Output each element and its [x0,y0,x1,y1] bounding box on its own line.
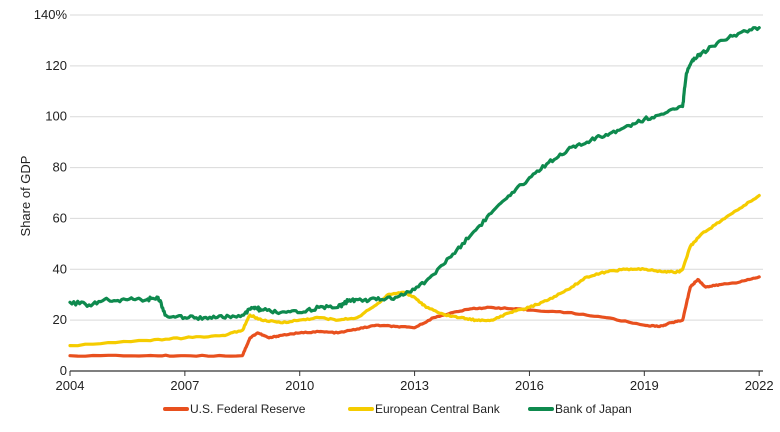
series-line-european-central-bank [68,193,761,348]
y-tick-labels: 0 20 40 60 80 100 120 140% [34,7,68,378]
series-line-bank-of-japan [68,26,761,321]
y-tick-label: 20 [53,312,67,327]
x-tick-label: 2007 [170,378,199,393]
x-tick-label: 2010 [285,378,314,393]
series-line-u-s-federal-reserve [68,275,761,358]
x-tick-label: 2019 [630,378,659,393]
legend: U.S. Federal Reserve European Central Ban… [163,402,632,416]
x-tick-label: 2013 [400,378,429,393]
legend-label: European Central Bank [375,402,501,416]
series-lines [68,26,761,358]
y-tick-label: 40 [53,261,67,276]
x-tick-label: 2004 [56,378,85,393]
gridlines [70,14,763,372]
y-tick-label: 60 [53,210,67,225]
y-tick-label: 80 [53,160,67,175]
y-tick-label: 140% [34,7,68,22]
x-tick-label: 2022 [745,378,774,393]
legend-label: Bank of Japan [555,402,632,416]
y-tick-label: 0 [60,363,67,378]
x-tick-labels: 2004 2007 2010 2013 2016 2019 2022 [56,371,774,393]
y-tick-label: 100 [45,109,67,124]
y-axis-title: Share of GDP [18,156,33,237]
y-tick-label: 120 [45,58,67,73]
x-tick-label: 2016 [515,378,544,393]
legend-label: U.S. Federal Reserve [190,402,306,416]
